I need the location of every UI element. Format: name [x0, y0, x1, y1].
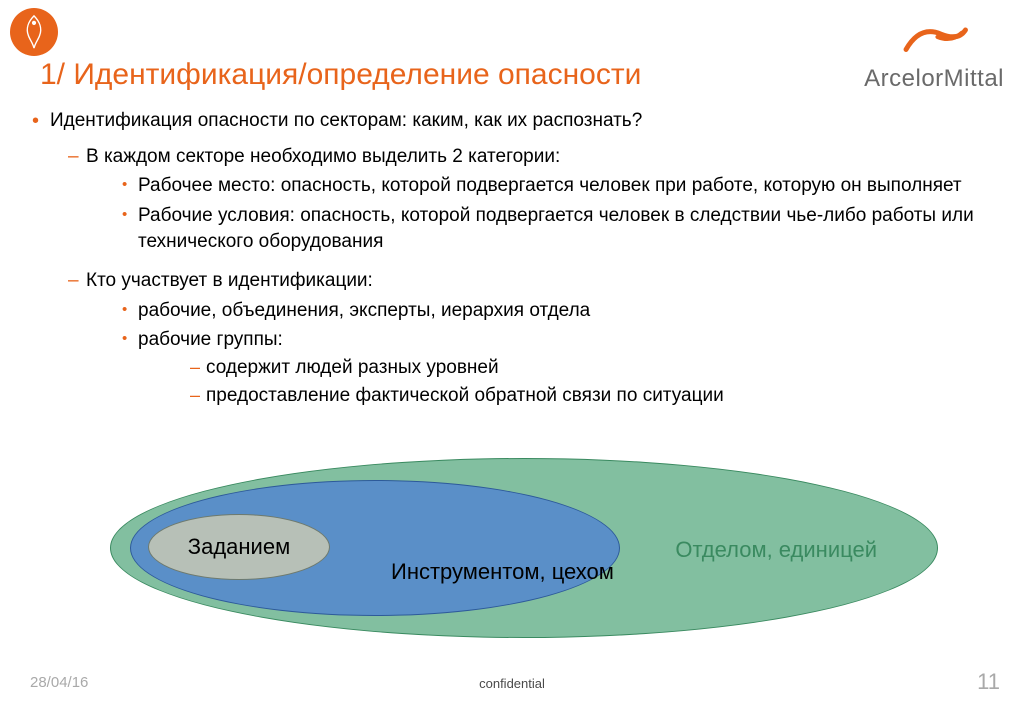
bullet-l3: Рабочее место: опасность, которой подвер… — [86, 173, 1004, 199]
bullet-l2: В каждом секторе необходимо выделить 2 к… — [50, 144, 1004, 255]
brand-logo: ArcelorMittal — [864, 20, 1004, 93]
bullet-l2: Кто участвует в идентификации: рабочие, … — [50, 268, 1004, 408]
bullet-l3: рабочие группы: содержит людей разных ур… — [86, 327, 1004, 408]
ellipse-outer-label: Отделом, единицей — [675, 537, 877, 563]
footer-confidential: confidential — [479, 676, 545, 691]
bullet-text: Идентификация опасности по секторам: как… — [50, 110, 642, 131]
ellipse-inner-label: Заданием — [188, 534, 290, 560]
ellipse-inner: Заданием — [148, 514, 330, 580]
footer-page-number: 11 — [977, 669, 1000, 695]
bullet-text: В каждом секторе необходимо выделить 2 к… — [86, 146, 560, 167]
brand-swirl-icon — [899, 20, 969, 58]
bullet-l4: содержит людей разных уровней — [138, 355, 1004, 381]
bullet-l1: Идентификация опасности по секторам: как… — [32, 108, 1004, 408]
footer-date: 28/04/16 — [30, 674, 88, 691]
bullet-l4: предоставление фактической обратной связ… — [138, 383, 1004, 409]
slide-title: 1/ Идентификация/определение опасности — [40, 58, 641, 92]
bullet-text: Кто участвует в идентификации: — [86, 270, 373, 291]
brand-name: ArcelorMittal — [864, 65, 1004, 93]
bullet-l3: рабочие, объединения, эксперты, иерархия… — [86, 298, 1004, 324]
content-area: Идентификация опасности по секторам: как… — [32, 108, 1004, 414]
nested-ellipse-diagram: Отделом, единицей Инструментом, цехом За… — [110, 458, 940, 638]
foundation-logo-icon — [10, 8, 58, 56]
bullet-l3: Рабочие условия: опасность, которой подв… — [86, 203, 1004, 254]
ellipse-middle-label: Инструментом, цехом — [391, 559, 614, 585]
bullet-text: рабочие группы: — [138, 329, 283, 350]
